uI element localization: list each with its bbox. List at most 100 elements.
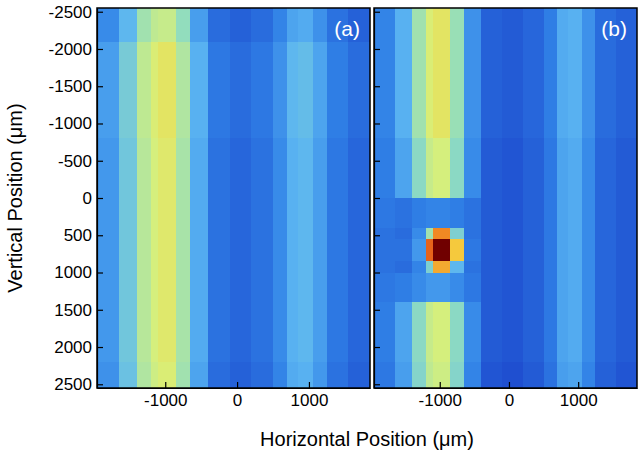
heatmap-cell xyxy=(97,332,119,362)
heatmap-cell xyxy=(273,273,288,303)
y-axis-tick-mark xyxy=(97,198,103,199)
heatmap-cell xyxy=(273,109,288,139)
heatmap-cell xyxy=(523,42,544,76)
heatmap-cell xyxy=(450,138,464,168)
heatmap-cell xyxy=(557,273,568,303)
heatmap-cell xyxy=(190,362,208,388)
x-axis-tick: 1000 xyxy=(291,382,329,410)
heatmap-cell xyxy=(426,362,433,388)
heatmap-cell xyxy=(557,228,568,240)
heatmap-cell xyxy=(426,332,433,362)
heatmap-cell xyxy=(464,168,482,198)
heatmap-cell xyxy=(426,109,433,139)
heatmap-cell xyxy=(433,42,451,76)
heatmap-cell xyxy=(464,42,482,76)
heatmap-cell xyxy=(327,261,349,273)
y-axis-tick-label: -2500 xyxy=(49,3,92,22)
heatmap-cell xyxy=(287,168,298,198)
heatmap-cell xyxy=(426,42,433,76)
y-axis-tick xyxy=(374,235,380,236)
heatmap-cell xyxy=(208,273,230,303)
heatmap-cell xyxy=(176,332,191,362)
heatmap-cell xyxy=(230,261,252,273)
heatmap-cell xyxy=(287,75,298,109)
heatmap-cell xyxy=(119,138,137,168)
heatmap-cell xyxy=(313,239,328,262)
heatmap-cell xyxy=(374,239,395,262)
heatmap-cell xyxy=(348,261,370,273)
heatmap-cell xyxy=(433,138,451,168)
heatmap-cell xyxy=(544,239,558,262)
heatmap-cell xyxy=(119,75,137,109)
heatmap-cell xyxy=(348,228,370,240)
heatmap-cell xyxy=(426,239,433,262)
heatmap-cell xyxy=(481,198,502,228)
heatmap-cell xyxy=(374,362,395,388)
heatmap-cell xyxy=(313,302,328,332)
heatmap-cell xyxy=(374,138,395,168)
heatmap-cell xyxy=(287,261,298,273)
heatmap-cell xyxy=(137,302,152,332)
heatmap-cell xyxy=(412,42,426,76)
heatmap-cell xyxy=(502,198,523,228)
heatmap-cell xyxy=(273,332,288,362)
panel: -100001000-2500-2000-1500-1000-500050010… xyxy=(49,3,371,410)
heatmap-cell xyxy=(481,8,502,42)
heatmap-cell xyxy=(568,332,582,362)
heatmap-cell xyxy=(97,239,119,262)
heatmap-cell xyxy=(176,261,191,273)
heatmap-cell xyxy=(158,8,176,42)
heatmap-cell xyxy=(433,273,451,303)
heatmap-cell xyxy=(450,239,464,262)
heatmap-cell xyxy=(481,362,502,388)
heatmap-cell xyxy=(450,273,464,303)
heatmap-cell xyxy=(313,198,328,228)
y-axis-tick-mark xyxy=(374,384,380,385)
heatmap-cell xyxy=(582,8,596,42)
y-axis-tick-mark xyxy=(374,272,380,273)
heatmap-cell xyxy=(97,109,119,139)
x-axis-tick-label: 0 xyxy=(505,391,514,410)
heatmap-cell xyxy=(502,138,523,168)
heatmap-cell xyxy=(230,302,252,332)
y-axis: -2500-2000-1500-1000-5000500100015002000… xyxy=(49,3,103,395)
heatmap-cell xyxy=(450,168,464,198)
heatmap-cell xyxy=(313,228,328,240)
heatmap-cell xyxy=(412,109,426,139)
heatmap-cell xyxy=(151,8,159,42)
panel-label: (b) xyxy=(601,17,627,40)
heatmap-cell xyxy=(582,273,596,303)
heatmap-cell xyxy=(190,228,208,240)
heatmap-cell xyxy=(287,138,298,168)
heatmap-cell xyxy=(395,332,413,362)
heatmap-cell xyxy=(595,42,616,76)
heatmap-cell xyxy=(616,261,637,273)
heatmap-cell xyxy=(119,302,137,332)
heatmap-cell xyxy=(464,75,482,109)
y-axis-tick-label: 500 xyxy=(64,226,92,245)
y-axis-tick-mark xyxy=(97,86,103,87)
heatmap-cell xyxy=(251,109,273,139)
heatmap-cell xyxy=(523,261,544,273)
y-axis-tick xyxy=(374,384,380,385)
y-axis-tick-label: 1000 xyxy=(54,263,92,282)
heatmap-cell xyxy=(582,362,596,388)
heatmap-cell xyxy=(158,302,176,332)
y-axis-tick-mark xyxy=(374,49,380,50)
heatmap-cell xyxy=(313,42,328,76)
heatmap-cell xyxy=(616,273,637,303)
heatmap-cell xyxy=(412,239,426,262)
heatmap-cell xyxy=(158,198,176,228)
heatmap-cell xyxy=(544,228,558,240)
heatmap-cell xyxy=(450,302,464,332)
heatmap-cell xyxy=(412,362,426,388)
heatmap-cell xyxy=(190,42,208,76)
heatmap-cell xyxy=(426,198,433,228)
heatmap-cell xyxy=(348,109,370,139)
heatmap-cell xyxy=(464,332,482,362)
heatmap-cell xyxy=(557,109,568,139)
heatmap-cell xyxy=(190,138,208,168)
heatmap-cell xyxy=(190,302,208,332)
heatmap-cell xyxy=(481,109,502,139)
heatmap-cell xyxy=(395,8,413,42)
